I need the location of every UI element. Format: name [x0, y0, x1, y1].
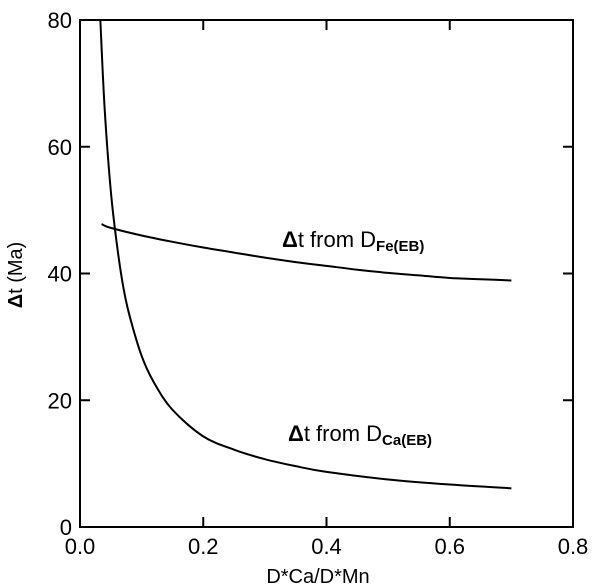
series-line-fe: [101, 223, 512, 282]
x-tick-label: 0.0: [65, 534, 96, 559]
y-tick-label: 80: [48, 8, 72, 33]
plot-frame: [79, 19, 574, 528]
y-axis-label: Δt (Ma): [5, 242, 27, 309]
y-tick-label: 0: [60, 515, 72, 540]
series-line-ca: [99, 19, 512, 490]
axes: [79, 19, 574, 528]
x-tick-label: 0.6: [434, 534, 465, 559]
series-lines: [99, 19, 512, 490]
x-tick-label: 0.2: [188, 534, 219, 559]
ticks: 0.0 0.2 0.4 0.6 0.8 0 20 40 60 80: [48, 8, 589, 559]
annotation-fe: Δt from DFe(EB): [282, 227, 424, 255]
x-tick-label: 0.8: [558, 534, 589, 559]
y-tick-label: 60: [48, 135, 72, 160]
y-tick-label: 40: [48, 262, 72, 287]
x-tick-label: 0.4: [311, 534, 342, 559]
annotation-ca: Δt from DCa(EB): [288, 421, 432, 449]
y-tick-label: 20: [48, 388, 72, 413]
x-axis-label: D*Ca/D*Mn: [266, 566, 369, 586]
